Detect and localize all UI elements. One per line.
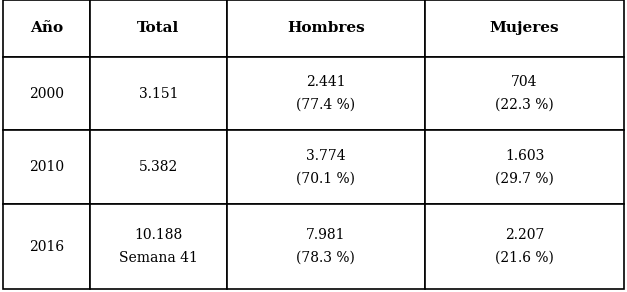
Bar [3, 204, 90, 289]
Text: (78.3 %): (78.3 %) [297, 251, 356, 265]
Bar [226, 57, 425, 130]
Text: 2000: 2000 [29, 86, 64, 100]
Text: 2010: 2010 [29, 160, 64, 174]
Text: Total: Total [137, 21, 179, 35]
Text: (29.7 %): (29.7 %) [495, 171, 554, 185]
Text: 704: 704 [511, 75, 538, 89]
Bar [90, 0, 226, 57]
Bar [90, 204, 226, 289]
Text: (70.1 %): (70.1 %) [297, 171, 356, 185]
Text: Año: Año [30, 21, 63, 35]
Bar [90, 57, 226, 130]
Bar [3, 57, 90, 130]
Text: 5.382: 5.382 [139, 160, 178, 174]
Text: Mujeres: Mujeres [490, 21, 559, 35]
Bar [425, 130, 624, 204]
Bar [425, 0, 624, 57]
Text: 10.188: 10.188 [134, 228, 182, 242]
Bar [425, 57, 624, 130]
Text: 1.603: 1.603 [505, 149, 544, 163]
Text: 3.774: 3.774 [306, 149, 345, 163]
Bar [3, 0, 90, 57]
Bar [226, 204, 425, 289]
Text: 2.441: 2.441 [306, 75, 345, 89]
Bar [226, 0, 425, 57]
Bar [425, 204, 624, 289]
Text: 7.981: 7.981 [306, 228, 345, 242]
Bar [90, 130, 226, 204]
Text: (77.4 %): (77.4 %) [297, 98, 356, 112]
Text: Semana 41: Semana 41 [119, 251, 198, 265]
Text: 2016: 2016 [29, 239, 64, 253]
Text: 3.151: 3.151 [139, 86, 178, 100]
Bar [3, 130, 90, 204]
Text: 2.207: 2.207 [505, 228, 544, 242]
Bar [226, 130, 425, 204]
Text: (22.3 %): (22.3 %) [495, 98, 554, 112]
Text: Hombres: Hombres [287, 21, 365, 35]
Text: (21.6 %): (21.6 %) [495, 251, 554, 265]
